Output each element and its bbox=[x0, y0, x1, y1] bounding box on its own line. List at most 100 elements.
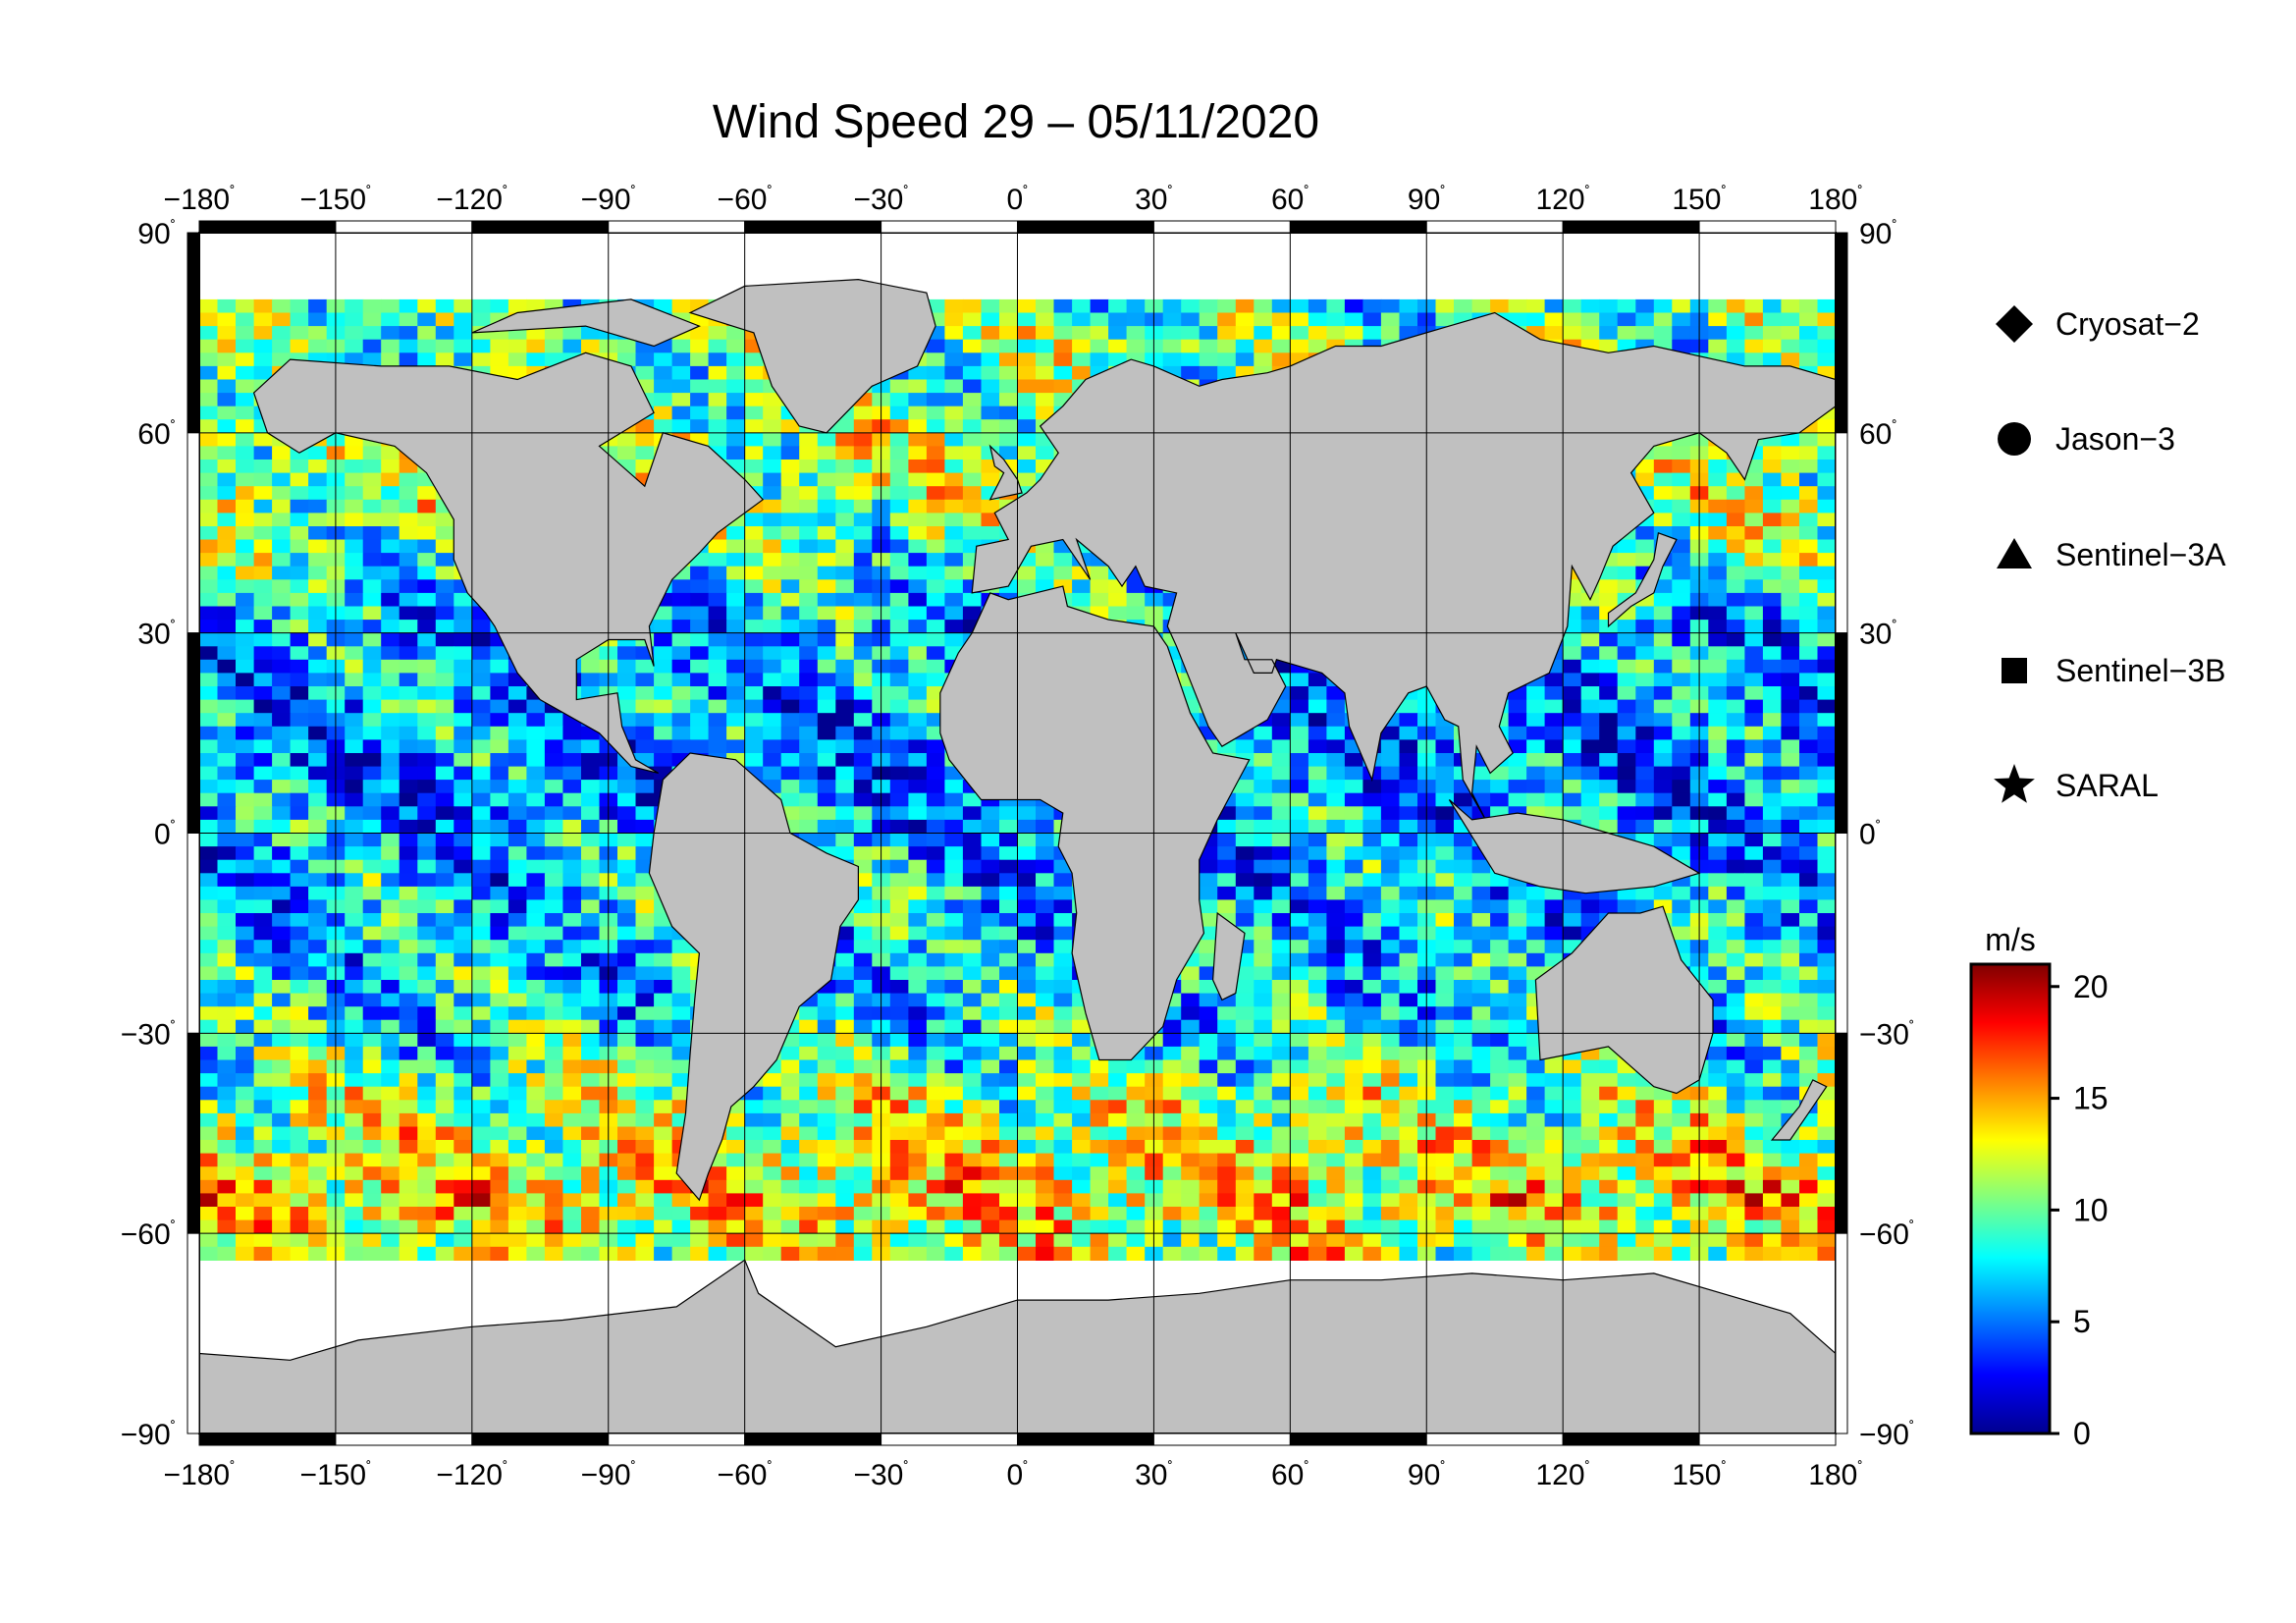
wind-cell bbox=[199, 486, 219, 501]
wind-cell bbox=[817, 513, 836, 527]
wind-cell bbox=[435, 312, 454, 327]
wind-cell bbox=[981, 513, 1000, 527]
wind-cell bbox=[526, 352, 546, 367]
wind-cell bbox=[199, 780, 219, 794]
wind-cell bbox=[1799, 499, 1819, 514]
wind-cell bbox=[908, 553, 928, 568]
wind-cell bbox=[236, 352, 255, 367]
wind-cell bbox=[1508, 780, 1527, 794]
wind-cell bbox=[581, 913, 601, 928]
wind-cell bbox=[1508, 739, 1527, 754]
wind-cell bbox=[272, 926, 292, 941]
wind-cell bbox=[962, 873, 982, 888]
wind-cell bbox=[1235, 859, 1255, 874]
wind-cell bbox=[471, 739, 491, 754]
wind-cell bbox=[1672, 539, 1691, 554]
wind-cell bbox=[708, 419, 727, 434]
wind-cell bbox=[1817, 766, 1836, 781]
wind-cell bbox=[308, 592, 328, 608]
wind-cell bbox=[490, 726, 509, 740]
wind-cell bbox=[981, 339, 1000, 353]
wind-cell bbox=[835, 952, 855, 967]
wind-cell bbox=[999, 312, 1019, 327]
wind-cell bbox=[1799, 873, 1819, 888]
wind-cell bbox=[962, 859, 982, 874]
wind-cell bbox=[1017, 419, 1037, 434]
wind-cell bbox=[1726, 513, 1745, 527]
wind-cell bbox=[1672, 460, 1691, 474]
wind-cell bbox=[1435, 1006, 1455, 1021]
wind-cell bbox=[1290, 806, 1309, 821]
wind-cell bbox=[272, 873, 292, 888]
wind-cell bbox=[1544, 673, 1564, 687]
wind-cell bbox=[1526, 886, 1546, 901]
wind-cell bbox=[1762, 326, 1782, 341]
wind-cell bbox=[1053, 1006, 1073, 1021]
wind-cell bbox=[1599, 686, 1619, 701]
wind-cell bbox=[1454, 1006, 1473, 1021]
wind-cell bbox=[507, 726, 527, 740]
wind-cell bbox=[926, 1033, 945, 1048]
wind-cell bbox=[1271, 766, 1291, 781]
wind-cell bbox=[217, 298, 237, 314]
wind-cell bbox=[345, 646, 364, 661]
wind-cell bbox=[981, 526, 1000, 541]
wind-cell bbox=[290, 486, 309, 501]
wind-cell bbox=[1708, 486, 1728, 501]
wind-cell bbox=[853, 993, 873, 1007]
wind-cell bbox=[507, 365, 527, 381]
wind-cell bbox=[1781, 592, 1800, 608]
wind-cell bbox=[617, 673, 637, 687]
wind-cell bbox=[835, 659, 855, 674]
wind-cell bbox=[1672, 713, 1691, 728]
wind-cell bbox=[1308, 833, 1327, 847]
wind-cell bbox=[908, 646, 928, 661]
wind-cell bbox=[780, 579, 800, 594]
wind-cell bbox=[1308, 298, 1327, 314]
wind-cell bbox=[308, 659, 328, 674]
wind-cell bbox=[908, 446, 928, 460]
wind-cell bbox=[490, 846, 509, 861]
wind-cell bbox=[562, 1019, 582, 1034]
wind-cell bbox=[981, 298, 1000, 314]
wind-cell bbox=[199, 326, 219, 341]
wind-cell bbox=[944, 940, 964, 954]
wind-cell bbox=[926, 966, 945, 981]
wind-cell bbox=[1635, 526, 1655, 541]
wind-cell bbox=[726, 673, 746, 687]
wind-cell bbox=[889, 646, 909, 661]
wind-cell bbox=[471, 766, 491, 781]
wind-cell bbox=[654, 1019, 673, 1034]
wind-cell bbox=[362, 539, 382, 554]
wind-cell bbox=[744, 406, 764, 420]
wind-cell bbox=[544, 886, 563, 901]
wind-cell bbox=[1435, 780, 1455, 794]
wind-cell bbox=[763, 526, 782, 541]
wind-cell bbox=[635, 673, 655, 687]
wind-cell bbox=[1817, 646, 1836, 661]
wind-cell bbox=[835, 980, 855, 995]
wind-cell bbox=[399, 940, 418, 954]
wind-cell bbox=[272, 806, 292, 821]
wind-cell bbox=[708, 339, 727, 353]
wind-cell bbox=[944, 526, 964, 541]
wind-cell bbox=[290, 606, 309, 621]
wind-cell bbox=[1036, 980, 1055, 995]
wind-cell bbox=[1235, 886, 1255, 901]
wind-cell bbox=[1344, 873, 1363, 888]
wind-cell bbox=[1017, 432, 1037, 447]
wind-cell bbox=[835, 472, 855, 487]
wind-cell bbox=[345, 673, 364, 687]
wind-cell bbox=[708, 659, 727, 674]
wind-cell bbox=[544, 873, 563, 888]
wind-cell bbox=[1399, 833, 1418, 847]
wind-cell bbox=[1799, 726, 1819, 740]
wind-cell bbox=[835, 780, 855, 794]
wind-cell bbox=[1653, 486, 1673, 501]
wind-cell bbox=[290, 699, 309, 714]
wind-cell bbox=[381, 472, 400, 487]
wind-cell bbox=[399, 566, 418, 580]
wind-cell bbox=[926, 526, 945, 541]
wind-cell bbox=[853, 526, 873, 541]
wind-cell bbox=[999, 379, 1019, 394]
